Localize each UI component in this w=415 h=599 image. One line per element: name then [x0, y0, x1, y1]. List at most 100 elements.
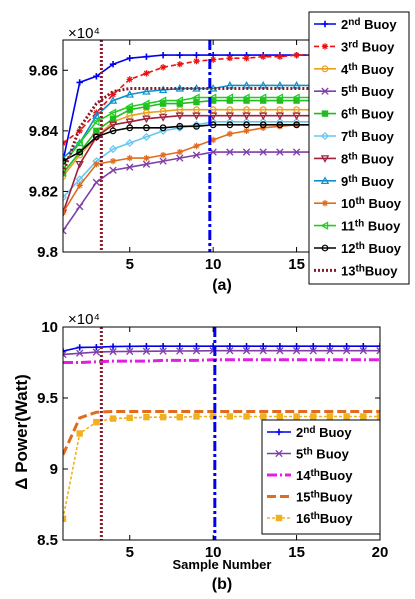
- legend-marker: [321, 65, 329, 73]
- data-point: [376, 342, 380, 350]
- x-tick-label: 15: [288, 256, 305, 273]
- legend-entry: 14thBuoy: [267, 468, 353, 483]
- data-point: [63, 193, 68, 202]
- data-point: [275, 93, 284, 102]
- data-point: [143, 70, 150, 77]
- data-point: [126, 414, 133, 422]
- legend-entry-label: 16thBuoy: [296, 511, 353, 526]
- data-point: [159, 151, 167, 159]
- data-point: [76, 79, 83, 86]
- data-point: [108, 96, 118, 104]
- data-point: [125, 118, 134, 127]
- data-point: [192, 151, 201, 159]
- legend-entry-label: 5th Buoy: [296, 447, 350, 462]
- data-point: [193, 342, 200, 350]
- data-point: [226, 347, 234, 355]
- data-point: [92, 133, 100, 141]
- legend-marker: [275, 514, 283, 522]
- data-point: [226, 148, 234, 156]
- data-point: [126, 163, 134, 171]
- series-14: [63, 358, 380, 364]
- series-line: [63, 358, 380, 364]
- data-point: [259, 148, 267, 156]
- legend-entry: 12th Buoy: [314, 241, 402, 256]
- data-point: [243, 121, 250, 129]
- legend-marker: [321, 200, 329, 207]
- data-point: [141, 99, 150, 108]
- legend-entry-label: 15thBuoy: [296, 490, 353, 505]
- data-point: [91, 117, 100, 126]
- data-point: [125, 138, 134, 148]
- data-point: [209, 106, 217, 114]
- data-point: [175, 84, 185, 92]
- data-point: [159, 157, 167, 165]
- data-point: [109, 127, 117, 135]
- data-point: [109, 91, 117, 98]
- data-point: [76, 349, 84, 357]
- data-point: [376, 347, 380, 355]
- data-point: [92, 111, 101, 119]
- plot-content: [63, 327, 380, 540]
- data-point: [176, 148, 183, 156]
- data-point: [176, 51, 183, 59]
- data-point: [209, 56, 217, 63]
- exponent-label: ×10⁴: [68, 311, 100, 328]
- data-point: [192, 112, 201, 121]
- series-line: [63, 349, 380, 356]
- legend-entry: 16thBuoy: [267, 511, 353, 526]
- legend-entry-label: 10th Buoy: [341, 196, 402, 211]
- data-point: [293, 51, 300, 59]
- legend-marker: [320, 221, 329, 230]
- legend-marker: [321, 87, 329, 95]
- legend-entry-label: 3rd Buoy: [341, 39, 395, 54]
- data-point: [142, 347, 151, 355]
- data-point: [143, 53, 150, 60]
- data-point: [275, 112, 285, 121]
- legend-entry: 11th Buoy: [314, 219, 401, 234]
- series-16: [63, 413, 380, 522]
- legend-entry: 3rd Buoy: [314, 39, 395, 54]
- y-tick-label: 9.82: [29, 183, 58, 200]
- data-point: [143, 413, 150, 421]
- data-point: [159, 51, 167, 59]
- data-point: [76, 182, 83, 189]
- data-point: [143, 154, 150, 162]
- legend-entry: 13thBuoy: [314, 263, 398, 278]
- data-point: [109, 157, 117, 165]
- legend: 2nd Buoy 5th Buoy 14thBuoy 15thBuoy 16thBuoy: [261, 419, 381, 535]
- data-point: [158, 114, 168, 122]
- data-point: [175, 96, 183, 105]
- legend-entry-label: 12th Buoy: [341, 241, 402, 256]
- data-point: [360, 342, 367, 350]
- legend-entry-label: 5th Buoy: [341, 84, 395, 99]
- data-point: [242, 347, 251, 355]
- data-point: [225, 112, 235, 121]
- legend-marker: [321, 20, 329, 28]
- x-tick-label: 5: [126, 544, 134, 561]
- legend-entry-label: 4th Buoy: [341, 62, 395, 77]
- data-point: [276, 121, 284, 129]
- y-axis-label: Δ Power(Watt): [12, 374, 31, 489]
- data-point: [93, 418, 100, 426]
- data-point: [310, 342, 317, 350]
- data-point: [93, 343, 100, 351]
- data-point: [142, 115, 151, 124]
- legend-entry: 2nd Buoy: [267, 425, 352, 440]
- data-point: [292, 148, 301, 156]
- series-5: [63, 347, 380, 359]
- legend-entry: 7th Buoy: [314, 129, 395, 144]
- legend-entry-label: 2nd Buoy: [341, 17, 397, 32]
- data-point: [226, 130, 234, 138]
- legend-marker: [320, 131, 330, 141]
- legend-entry: 10th Buoy: [314, 196, 402, 211]
- data-point: [158, 96, 167, 105]
- data-point: [243, 127, 250, 135]
- panel-label: (b): [212, 576, 232, 593]
- data-point: [226, 413, 234, 420]
- data-point: [76, 148, 84, 156]
- x-tick-label: 5: [126, 256, 134, 273]
- data-point: [142, 160, 151, 168]
- data-point: [209, 136, 217, 144]
- data-point: [258, 112, 268, 121]
